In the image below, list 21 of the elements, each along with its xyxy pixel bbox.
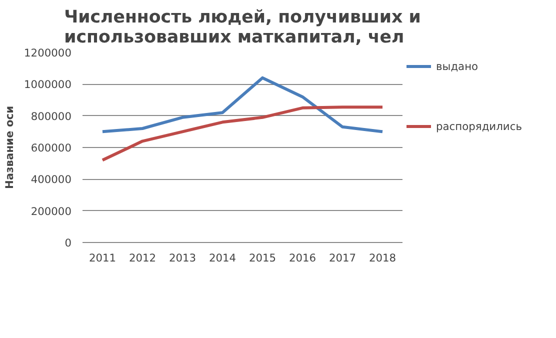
x-tick-label: 2016 <box>288 252 316 264</box>
x-tick-label: 2013 <box>168 252 196 264</box>
y-tick-label: 400000 <box>30 173 72 186</box>
x-tick-label: 2011 <box>88 252 116 264</box>
chart-title: Численность людей, получивших и использовавших маткапитал, чел <box>64 8 421 48</box>
x-tick-label: 2017 <box>328 252 356 264</box>
x-tick-label: 2018 <box>368 252 396 264</box>
legend-label: распорядились <box>436 120 522 132</box>
x-tick-label: 2015 <box>248 252 276 264</box>
y-tick-label: 1200000 <box>24 46 72 60</box>
x-tick-label: 2014 <box>208 252 236 264</box>
y-tick-label: 200000 <box>30 204 72 218</box>
y-tick-label: 0 <box>64 236 72 250</box>
y-tick-label: 1000000 <box>24 78 72 92</box>
line-series <box>101 76 384 134</box>
x-tick-label: 2012 <box>128 252 156 264</box>
legend-label: выдано <box>436 60 478 72</box>
y-axis-title: Название оси <box>3 106 16 190</box>
y-tick-label: 800000 <box>30 110 72 123</box>
line-series <box>101 106 384 162</box>
y-tick-label: 600000 <box>30 142 72 154</box>
